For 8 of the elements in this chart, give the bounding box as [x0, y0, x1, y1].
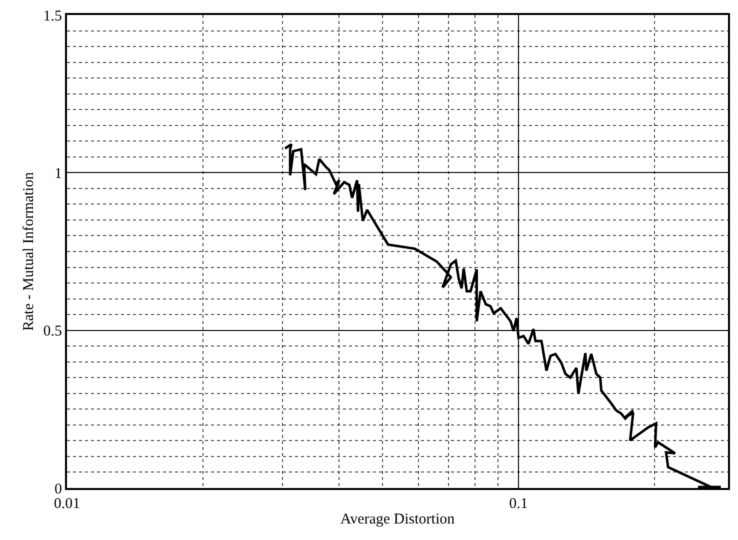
x-axis-title: Average Distortion — [340, 512, 456, 528]
x-tick-label: 0.1 — [509, 496, 528, 512]
y-axis-title: Rate - Mutual Information — [21, 172, 37, 331]
y-tick-label: 1.5 — [43, 8, 62, 24]
y-tick-label: 0.5 — [43, 324, 62, 340]
y-tick-label: 0 — [54, 481, 62, 498]
y-tick-label: 1 — [54, 166, 62, 182]
x-tick-label: 0.01 — [54, 496, 80, 512]
